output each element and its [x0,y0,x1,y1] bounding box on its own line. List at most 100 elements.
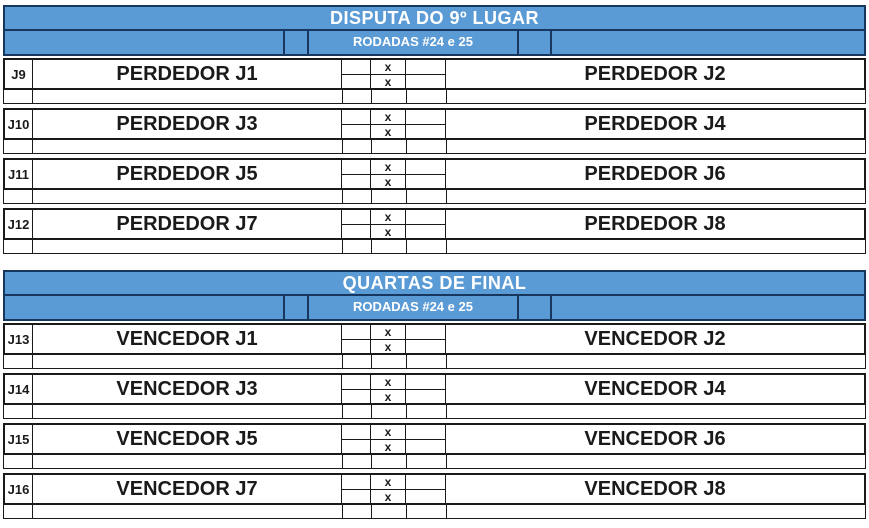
x-mark: x [370,110,405,124]
x-mark: x [370,339,405,353]
rounds-header-row: RODADAS #24 e 25 [3,296,866,321]
match-row: J13 VENCEDOR J1 x x VENCEDOR J2 [3,323,866,355]
score-right-top-cell[interactable] [405,375,445,389]
score-right-bottom-cell[interactable] [405,439,445,453]
rounds-header-empty-cell [517,31,550,54]
x-mark: x [370,389,405,403]
match-row: J10 PERDEDOR J3 x x PERDEDOR J4 [3,108,866,140]
score-left-bottom-cell[interactable] [341,124,370,138]
score-right-bottom-cell[interactable] [405,224,445,238]
score-left-bottom-cell[interactable] [341,224,370,238]
x-mark: x [370,489,405,503]
spacer-row [3,140,866,154]
score-left-bottom-cell[interactable] [341,439,370,453]
rounds-header-empty-cell [5,31,283,54]
score-right-bottom-cell[interactable] [405,74,445,88]
rounds-header-empty-cell [283,31,307,54]
x-mark: x [370,439,405,453]
rounds-label: RODADAS #24 e 25 [307,31,517,54]
score-left-top-cell[interactable] [341,160,370,174]
score-left-bottom-cell[interactable] [341,489,370,503]
rounds-header-empty-cell [550,296,864,319]
match-id-cell: J13 [7,331,30,347]
team-right-cell[interactable]: PERDEDOR J2 [445,60,864,88]
team-left-cell[interactable]: PERDEDOR J3 [32,110,341,138]
score-right-top-cell[interactable] [405,60,445,74]
spacer-row [3,240,866,254]
match-row: J9 PERDEDOR J1 x x PERDEDOR J2 [3,58,866,90]
x-mark: x [370,74,405,88]
x-mark: x [370,160,405,174]
team-left-cell[interactable]: VENCEDOR J3 [32,375,341,403]
score-left-bottom-cell[interactable] [341,174,370,188]
x-mark: x [370,60,405,74]
spacer-row [3,405,866,419]
score-right-top-cell[interactable] [405,475,445,489]
match-row: J11 PERDEDOR J5 x x PERDEDOR J6 [3,158,866,190]
score-right-top-cell[interactable] [405,325,445,339]
match-row: J15 VENCEDOR J5 x x VENCEDOR J6 [3,423,866,455]
score-left-top-cell[interactable] [341,325,370,339]
x-mark: x [370,475,405,489]
team-right-cell[interactable]: PERDEDOR J6 [445,160,864,188]
team-left-cell[interactable]: VENCEDOR J1 [32,325,341,353]
team-left-cell[interactable]: VENCEDOR J7 [32,475,341,503]
spacer-row [3,505,866,519]
x-mark: x [370,210,405,224]
score-right-top-cell[interactable] [405,110,445,124]
rounds-label: RODADAS #24 e 25 [307,296,517,319]
team-right-cell[interactable]: VENCEDOR J2 [445,325,864,353]
match-id-cell: J10 [7,116,30,132]
rounds-header-empty-cell [517,296,550,319]
x-mark: x [370,174,405,188]
team-right-cell[interactable]: PERDEDOR J4 [445,110,864,138]
score-left-bottom-cell[interactable] [341,74,370,88]
section-quarterfinals: QUARTAS DE FINAL RODADAS #24 e 25 J13 VE… [3,270,866,523]
score-right-top-cell[interactable] [405,210,445,224]
score-left-bottom-cell[interactable] [341,389,370,403]
match-row: J14 VENCEDOR J3 x x VENCEDOR J4 [3,373,866,405]
match-id-cell: J14 [7,381,30,397]
score-left-top-cell[interactable] [341,425,370,439]
x-mark: x [370,124,405,138]
rounds-header-empty-cell [550,31,864,54]
team-left-cell[interactable]: PERDEDOR J5 [32,160,341,188]
team-left-cell[interactable]: PERDEDOR J1 [32,60,341,88]
score-right-top-cell[interactable] [405,160,445,174]
score-right-bottom-cell[interactable] [405,339,445,353]
team-right-cell[interactable]: VENCEDOR J4 [445,375,864,403]
match-id-cell: J15 [7,431,30,447]
spacer-row [3,355,866,369]
x-mark: x [370,425,405,439]
spacer-row [3,90,866,104]
score-left-top-cell[interactable] [341,475,370,489]
score-right-bottom-cell[interactable] [405,124,445,138]
match-id-cell: J12 [7,216,30,232]
team-left-cell[interactable]: PERDEDOR J7 [32,210,341,238]
score-right-bottom-cell[interactable] [405,174,445,188]
match-row: J12 PERDEDOR J7 x x PERDEDOR J8 [3,208,866,240]
match-id-cell: J9 [11,66,26,82]
score-right-top-cell[interactable] [405,425,445,439]
team-right-cell[interactable]: VENCEDOR J8 [445,475,864,503]
rounds-header-empty-cell [283,296,307,319]
score-right-bottom-cell[interactable] [405,389,445,403]
score-left-top-cell[interactable] [341,375,370,389]
rounds-header-empty-cell [5,296,283,319]
x-mark: x [370,375,405,389]
score-left-top-cell[interactable] [341,60,370,74]
x-mark: x [370,325,405,339]
score-left-top-cell[interactable] [341,110,370,124]
team-right-cell[interactable]: VENCEDOR J6 [445,425,864,453]
team-left-cell[interactable]: VENCEDOR J5 [32,425,341,453]
score-right-bottom-cell[interactable] [405,489,445,503]
score-left-top-cell[interactable] [341,210,370,224]
section-title-bar: QUARTAS DE FINAL [3,270,866,296]
rounds-header-row: RODADAS #24 e 25 [3,31,866,56]
team-right-cell[interactable]: PERDEDOR J8 [445,210,864,238]
section-title-bar: DISPUTA DO 9º LUGAR [3,5,866,31]
section-ninth-place: DISPUTA DO 9º LUGAR RODADAS #24 e 25 J9 … [3,5,866,258]
x-mark: x [370,224,405,238]
score-left-bottom-cell[interactable] [341,339,370,353]
